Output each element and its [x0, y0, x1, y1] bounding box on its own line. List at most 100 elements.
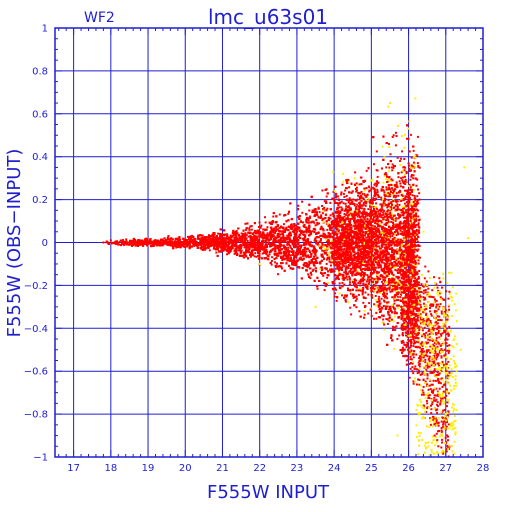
- data-point: [289, 246, 292, 249]
- data-point: [250, 254, 253, 257]
- data-point: [375, 317, 378, 320]
- data-point: [344, 294, 347, 297]
- data-point: [306, 263, 309, 266]
- data-point: [411, 303, 414, 306]
- data-point: [387, 220, 390, 223]
- data-point: [241, 244, 244, 247]
- data-point: [260, 235, 263, 238]
- data-point: [345, 294, 348, 297]
- data-point: [311, 230, 314, 233]
- data-point: [268, 253, 271, 256]
- data-point: [197, 244, 200, 247]
- data-point: [248, 247, 251, 250]
- data-point: [348, 197, 351, 200]
- data-point: [326, 276, 329, 279]
- data-point: [116, 241, 119, 244]
- data-point: [188, 242, 191, 245]
- data-point: [390, 220, 393, 223]
- data-point: [357, 220, 360, 223]
- data-point: [358, 249, 361, 252]
- data-point: [360, 258, 363, 261]
- data-point: [285, 226, 288, 229]
- data-point: [288, 259, 291, 262]
- data-point: [291, 230, 294, 233]
- data-point: [321, 189, 324, 192]
- data-point: [311, 257, 314, 260]
- data-point: [376, 253, 379, 256]
- data-point: [331, 258, 334, 261]
- data-point: [337, 195, 340, 198]
- data-point: [293, 255, 296, 258]
- data-point: [349, 292, 352, 295]
- data-point: [326, 228, 329, 231]
- data-point: [297, 215, 300, 218]
- data-point: [345, 213, 348, 216]
- data-point: [264, 241, 267, 244]
- data-point: [406, 247, 409, 250]
- data-point: [272, 221, 275, 224]
- data-point: [284, 248, 287, 251]
- data-point: [274, 231, 277, 234]
- data-point: [329, 201, 332, 204]
- data-point: [322, 250, 325, 253]
- data-point: [407, 194, 410, 197]
- data-point: [394, 196, 397, 199]
- data-point: [320, 254, 323, 257]
- data-point: [414, 230, 417, 233]
- data-point: [305, 218, 308, 221]
- data-point: [159, 240, 162, 243]
- data-point: [289, 244, 292, 247]
- data-point: [412, 326, 415, 329]
- data-point: [287, 254, 290, 257]
- data-point: [302, 233, 305, 236]
- data-point: [255, 235, 258, 238]
- data-point: [357, 194, 360, 197]
- data-point: [307, 273, 310, 276]
- data-point: [353, 212, 356, 215]
- data-point: [253, 249, 256, 252]
- data-point: [210, 242, 213, 245]
- data-point: [383, 269, 386, 272]
- data-point: [353, 259, 356, 262]
- data-point: [225, 245, 228, 248]
- data-point: [305, 250, 308, 253]
- data-point: [403, 343, 406, 346]
- data-point: [348, 277, 351, 280]
- data-point: [394, 268, 397, 271]
- data-point: [391, 191, 394, 194]
- data-point: [331, 282, 334, 285]
- data-point: [310, 273, 313, 276]
- data-point: [342, 192, 345, 195]
- data-point: [379, 259, 382, 262]
- data-point: [377, 238, 380, 241]
- data-point: [284, 239, 287, 242]
- data-point: [391, 272, 394, 275]
- data-point: [367, 312, 370, 315]
- data-point: [388, 284, 391, 287]
- data-point: [351, 270, 354, 273]
- data-point: [266, 243, 269, 246]
- data-point: [405, 284, 408, 287]
- data-point: [368, 278, 371, 281]
- data-point: [244, 229, 247, 232]
- data-point: [321, 219, 324, 222]
- data-point: [264, 216, 267, 219]
- data-point: [241, 238, 244, 241]
- data-point: [344, 300, 347, 303]
- data-point: [340, 193, 343, 196]
- data-point: [331, 261, 334, 264]
- data-point: [369, 199, 372, 202]
- data-point: [229, 234, 232, 237]
- data-point: [412, 265, 415, 268]
- data-point: [313, 239, 316, 242]
- data-point: [413, 207, 416, 210]
- data-point: [186, 235, 189, 238]
- data-point: [328, 242, 331, 245]
- data-point: [275, 254, 278, 257]
- data-point: [364, 273, 367, 276]
- data-point: [413, 195, 416, 198]
- data-point: [334, 202, 337, 205]
- data-point: [270, 259, 273, 262]
- data-point: [409, 219, 412, 222]
- data-point: [175, 246, 178, 249]
